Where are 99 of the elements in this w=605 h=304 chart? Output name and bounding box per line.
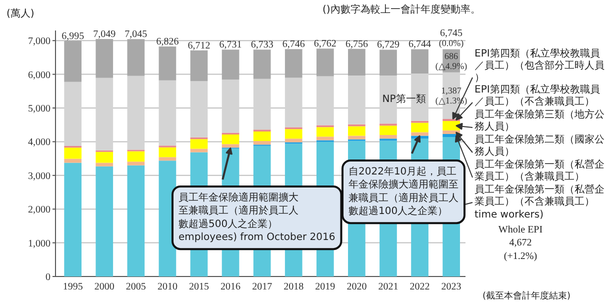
y-tick-label: 1,000 bbox=[28, 238, 50, 250]
x-tick-label: 2015 bbox=[189, 282, 209, 292]
bar bbox=[253, 78, 271, 130]
series-label: NP第一類 bbox=[382, 93, 426, 106]
bar bbox=[253, 50, 271, 79]
bar bbox=[64, 162, 82, 276]
total-label: 6,762 bbox=[314, 38, 336, 50]
bar bbox=[222, 80, 240, 133]
x-tick-label: 2023 bbox=[441, 282, 462, 292]
bar bbox=[380, 50, 397, 76]
x-tick-label: 2017 bbox=[252, 282, 272, 292]
bar bbox=[96, 152, 114, 163]
bar bbox=[190, 139, 208, 149]
bar bbox=[64, 82, 82, 146]
text: 員工年金保險第一類（私營企業員工）（含兼職員工） bbox=[474, 158, 604, 183]
annotation: (0.0%) bbox=[438, 38, 464, 48]
bar bbox=[158, 147, 176, 158]
y-tick-label: 6,000 bbox=[28, 70, 50, 81]
bar bbox=[158, 157, 176, 161]
total-label: 6,744 bbox=[408, 39, 432, 50]
y-tick-label: 4,000 bbox=[28, 137, 50, 148]
x-tick-label: 1995 bbox=[62, 282, 83, 292]
text: time workers) bbox=[474, 210, 544, 220]
bar bbox=[380, 135, 397, 139]
bar bbox=[253, 131, 271, 141]
total-label: 6,729 bbox=[376, 40, 400, 51]
x-tick-label: 2010 bbox=[157, 282, 178, 292]
y-tick-label: 7,000 bbox=[28, 36, 50, 48]
bar bbox=[64, 158, 82, 163]
bar bbox=[190, 50, 208, 82]
total-label: 6,746 bbox=[282, 39, 305, 50]
bar bbox=[380, 126, 397, 136]
total-label: 6,745 bbox=[440, 28, 463, 40]
total-label: 6,756 bbox=[345, 38, 368, 50]
bar bbox=[96, 166, 114, 276]
bar bbox=[222, 50, 240, 80]
x-tick-label: 2016 bbox=[220, 282, 241, 292]
total-label: 6,731 bbox=[219, 40, 242, 51]
text: Whole EPI 4,672 (+1.2%) bbox=[498, 224, 543, 262]
y-tick-label: 0 bbox=[46, 272, 50, 283]
bar bbox=[64, 148, 82, 159]
bar bbox=[127, 39, 145, 76]
bar bbox=[411, 132, 428, 136]
series-label: EPI第四類（私立學校教職員／員工）（不含兼職員工） bbox=[474, 84, 600, 108]
total-label: 6,826 bbox=[156, 36, 179, 48]
total-label: 6,995 bbox=[62, 30, 84, 42]
x-tick-label: 2020 bbox=[346, 282, 367, 292]
bar bbox=[158, 80, 176, 146]
bar bbox=[316, 136, 334, 140]
annotation: employees) from October 2016 bbox=[178, 232, 336, 244]
bar bbox=[127, 162, 145, 166]
x-tick-label: 2019 bbox=[315, 282, 336, 292]
y-axis-title: (萬人) bbox=[6, 8, 34, 20]
bar bbox=[284, 49, 302, 78]
bar bbox=[158, 46, 176, 80]
total-label: 7,049 bbox=[93, 28, 116, 40]
bar bbox=[64, 40, 82, 82]
bar bbox=[380, 75, 397, 124]
total-label: 7,045 bbox=[124, 29, 148, 40]
bar bbox=[222, 144, 240, 148]
bar bbox=[348, 76, 366, 124]
series-label: 員工年金保險第二類（國家公務人員） bbox=[474, 134, 604, 158]
text: (截至本會計年度結束) bbox=[482, 290, 571, 302]
x-tick-label: 2005 bbox=[126, 282, 146, 292]
bar bbox=[190, 81, 208, 138]
bar bbox=[127, 165, 145, 276]
text: ()內數字為較上一會計年度變動率。 bbox=[322, 4, 480, 16]
bar bbox=[96, 78, 114, 150]
total-label: 6,712 bbox=[188, 40, 210, 52]
bar bbox=[284, 129, 302, 139]
x-tick-label: 2018 bbox=[284, 282, 304, 292]
annotation: EPI第四類（私立學校教職員／員工）（包含部分工時人員） bbox=[474, 48, 604, 84]
series-label: 員工年金保險第三類（地方公務人員） bbox=[474, 108, 604, 133]
bar bbox=[190, 148, 208, 152]
bar bbox=[411, 122, 428, 132]
bar bbox=[348, 126, 366, 136]
bar bbox=[127, 76, 145, 150]
y-tick-label: 3,000 bbox=[28, 170, 50, 182]
annotation: 自2022年10月起，員工年金保險擴大適用範圍至兼職員工（適用於員工人數超過100人之企業） bbox=[348, 166, 458, 218]
bar bbox=[222, 134, 240, 144]
total-label: 6,733 bbox=[250, 40, 274, 51]
x-tick-label: 2022 bbox=[410, 282, 430, 292]
bar bbox=[411, 74, 428, 121]
y-tick-label: 2,000 bbox=[28, 204, 50, 216]
bar bbox=[316, 76, 334, 126]
bar bbox=[316, 127, 334, 137]
y-tick-label: 5,000 bbox=[28, 104, 50, 115]
bar bbox=[284, 138, 302, 142]
bar bbox=[284, 78, 302, 128]
bar bbox=[348, 48, 366, 76]
bar bbox=[411, 49, 428, 74]
bar bbox=[96, 162, 114, 166]
x-tick-label: 2021 bbox=[378, 282, 398, 292]
bar bbox=[348, 136, 366, 140]
bar bbox=[253, 141, 271, 145]
bar bbox=[96, 38, 114, 78]
bar bbox=[316, 48, 334, 76]
x-tick-label: 2000 bbox=[94, 282, 114, 292]
bar bbox=[127, 151, 145, 162]
